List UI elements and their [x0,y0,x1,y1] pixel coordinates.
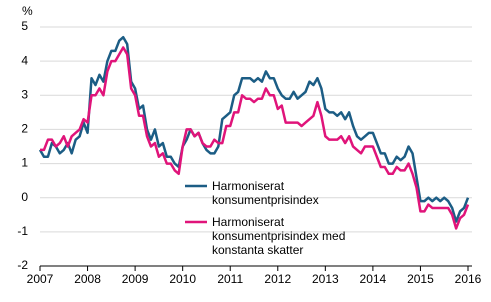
x-tick-label: 2012 [264,272,291,286]
legend-label: Harmoniserat konsumentprisindex [212,179,319,207]
y-tick-label: 3 [21,87,28,101]
y-tick-label: 0 [21,190,28,204]
x-tick-label: 2011 [217,272,243,286]
y-tick-label: 4 [21,53,28,67]
x-tick-label: 2015 [407,272,434,286]
x-tick-label: 2007 [27,272,54,286]
y-tick-label: 1 [21,156,28,170]
y-tick-label: 5 [21,19,28,33]
y-tick-label: 2 [21,122,28,136]
x-tick-label: 2016 [455,272,482,286]
y-tick-label: -1 [17,224,28,238]
x-tick-label: 2013 [312,272,339,286]
series-line [40,46,470,230]
series-line [38,35,470,223]
y-tick-label: -2 [17,258,28,272]
x-tick-label: 2014 [360,272,387,286]
x-tick-label: 2008 [74,272,101,286]
x-tick-label: 2010 [169,272,196,286]
legend-label: Harmoniserat konsumentprisindex med kons… [212,215,346,257]
y-unit: % [22,4,33,18]
x-tick-label: 2009 [122,272,149,286]
